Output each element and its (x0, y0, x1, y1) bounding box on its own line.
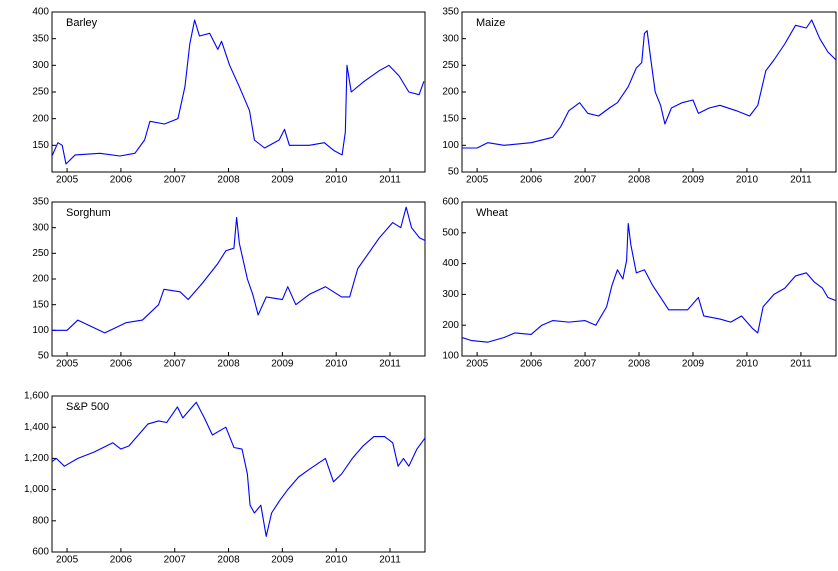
y-tick-label: 1,600 (24, 391, 49, 402)
y-tick-label: 50 (38, 351, 50, 362)
y-tick-label: 300 (442, 289, 459, 300)
y-tick-label: 150 (32, 299, 49, 310)
plot-frame (461, 201, 837, 357)
x-tick-label: 2010 (736, 175, 759, 186)
price-line (462, 19, 836, 149)
panel-title: Maize (476, 17, 505, 29)
y-tick-label: 350 (32, 197, 49, 208)
x-tick-label: 2008 (628, 175, 651, 186)
y-tick-label: 300 (32, 60, 49, 71)
plot-frame (51, 201, 426, 357)
y-tick-label: 1,400 (24, 422, 49, 433)
x-tick-label: 2007 (574, 175, 597, 186)
x-tick-label: 2006 (110, 359, 133, 370)
plot-area (462, 19, 836, 149)
y-tick-label: 600 (442, 197, 459, 208)
x-tick-label: 2008 (217, 175, 240, 186)
price-line (52, 206, 425, 334)
x-tick-label: 2008 (628, 359, 651, 370)
x-tick-label: 2006 (110, 175, 133, 186)
x-tick-label: 2007 (164, 359, 187, 370)
y-tick-label: 350 (32, 33, 49, 44)
panel-title: S&P 500 (66, 401, 109, 413)
x-tick-label: 2011 (790, 359, 812, 370)
y-tick-label: 400 (442, 258, 459, 269)
y-tick-label: 150 (442, 113, 459, 124)
y-tick-label: 100 (442, 351, 459, 362)
y-tick-label: 1,000 (24, 484, 49, 495)
x-tick-label: 2005 (56, 555, 79, 566)
plot-area (52, 401, 425, 537)
plot-area (462, 223, 836, 343)
x-tick-label: 2008 (217, 359, 240, 370)
y-tick-label: 200 (32, 274, 49, 285)
y-tick-label: 200 (442, 320, 459, 331)
y-tick-label: 100 (32, 325, 49, 336)
plot-frame (51, 11, 426, 173)
x-tick-label: 2011 (379, 555, 401, 566)
y-tick-label: 300 (32, 222, 49, 233)
panel-title: Barley (66, 17, 98, 29)
x-tick-label: 2009 (271, 175, 294, 186)
plot-area (52, 19, 425, 165)
y-tick-label: 500 (442, 227, 459, 238)
panel: 150 200 250 300 350 400 2005 2006 2007 2008 2009 20… (32, 7, 426, 186)
x-tick-label: 2007 (574, 359, 597, 370)
price-line (52, 401, 425, 537)
price-line (52, 19, 425, 165)
x-tick-label: 2009 (271, 359, 294, 370)
panel-title: Wheat (476, 207, 508, 219)
y-tick-label: 300 (442, 33, 459, 44)
x-tick-label: 2005 (466, 359, 489, 370)
y-tick-label: 200 (442, 87, 459, 98)
plot-frame (51, 395, 426, 553)
x-tick-label: 2011 (790, 175, 812, 186)
y-tick-label: 100 (442, 140, 459, 151)
y-tick-label: 600 (32, 547, 49, 558)
y-tick-label: 400 (32, 7, 49, 18)
x-tick-label: 2006 (110, 555, 133, 566)
x-tick-label: 2010 (325, 175, 348, 186)
x-tick-label: 2006 (520, 359, 543, 370)
y-tick-label: 800 (32, 515, 49, 526)
panel-title: Sorghum (66, 207, 111, 219)
x-tick-label: 2011 (379, 175, 401, 186)
x-tick-label: 2007 (164, 555, 187, 566)
x-tick-label: 2009 (682, 359, 705, 370)
panel: 50 100 150 200 250 300 350 2005 2006 2007 2008 2009… (442, 7, 837, 186)
x-tick-label: 2007 (164, 175, 187, 186)
x-tick-label: 2005 (56, 359, 79, 370)
y-tick-label: 250 (32, 87, 49, 98)
x-tick-label: 2005 (466, 175, 489, 186)
plot-frame (461, 11, 837, 173)
price-line (462, 223, 836, 343)
x-tick-label: 2011 (379, 359, 401, 370)
y-tick-label: 200 (32, 113, 49, 124)
panel: 50 100 150 200 250 300 350 2005 2006 2007 2008 2009… (32, 197, 426, 370)
x-tick-label: 2010 (736, 359, 759, 370)
y-tick-label: 150 (32, 140, 49, 151)
y-tick-label: 350 (442, 7, 459, 18)
x-tick-label: 2010 (325, 359, 348, 370)
x-tick-label: 2009 (682, 175, 705, 186)
x-tick-label: 2005 (56, 175, 79, 186)
x-tick-label: 2008 (217, 555, 240, 566)
y-tick-label: 50 (448, 167, 460, 178)
plot-area (52, 206, 425, 334)
x-tick-label: 2006 (520, 175, 543, 186)
y-tick-label: 250 (442, 60, 459, 71)
panel: 600 800 1,000 1,200 1,400 1,600 2005 2006 2007 20… (24, 391, 426, 566)
x-tick-label: 2010 (325, 555, 348, 566)
y-tick-label: 250 (32, 248, 49, 259)
x-tick-label: 2009 (271, 555, 294, 566)
y-tick-label: 1,200 (24, 453, 49, 464)
panel: 100 200 300 400 500 600 2005 2006 2007 2008 2009 20… (442, 197, 837, 370)
